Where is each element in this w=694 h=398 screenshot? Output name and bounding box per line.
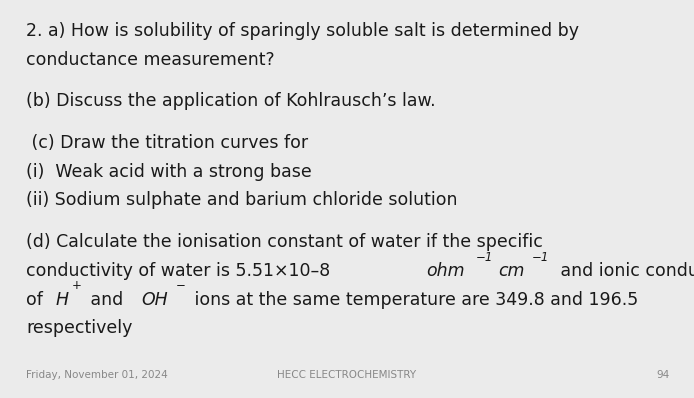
Text: ions at the same temperature are 349.8 and 196.5: ions at the same temperature are 349.8 a…: [189, 291, 638, 308]
Text: conductance measurement?: conductance measurement?: [26, 51, 275, 68]
Text: respectively: respectively: [26, 319, 133, 337]
Text: −1: −1: [475, 251, 493, 264]
Text: (d) Calculate the ionisation constant of water if the specific: (d) Calculate the ionisation constant of…: [26, 233, 543, 251]
Text: 2. a) How is solubility of sparingly soluble salt is determined by: 2. a) How is solubility of sparingly sol…: [26, 22, 579, 40]
Text: (i)  Weak acid with a strong base: (i) Weak acid with a strong base: [26, 163, 312, 181]
Text: (c) Draw the titration curves for: (c) Draw the titration curves for: [26, 134, 309, 152]
Text: (b) Discuss the application of Kohlrausch’s law.: (b) Discuss the application of Kohlrausc…: [26, 92, 436, 110]
Text: and: and: [85, 291, 128, 308]
Text: OH: OH: [142, 291, 168, 308]
Text: ohm: ohm: [426, 262, 464, 280]
Text: Friday, November 01, 2024: Friday, November 01, 2024: [26, 370, 168, 380]
Text: HECC ELECTROCHEMISTRY: HECC ELECTROCHEMISTRY: [278, 370, 416, 380]
Text: −: −: [176, 279, 186, 293]
Text: 94: 94: [657, 370, 670, 380]
Text: cm: cm: [498, 262, 525, 280]
Text: of: of: [26, 291, 49, 308]
Text: conductivity of water is 5.51×10–8: conductivity of water is 5.51×10–8: [26, 262, 336, 280]
Text: and ionic conductance: and ionic conductance: [555, 262, 694, 280]
Text: H: H: [56, 291, 69, 308]
Text: +: +: [72, 279, 82, 293]
Text: −1: −1: [532, 251, 550, 264]
Text: (ii) Sodium sulphate and barium chloride solution: (ii) Sodium sulphate and barium chloride…: [26, 191, 458, 209]
